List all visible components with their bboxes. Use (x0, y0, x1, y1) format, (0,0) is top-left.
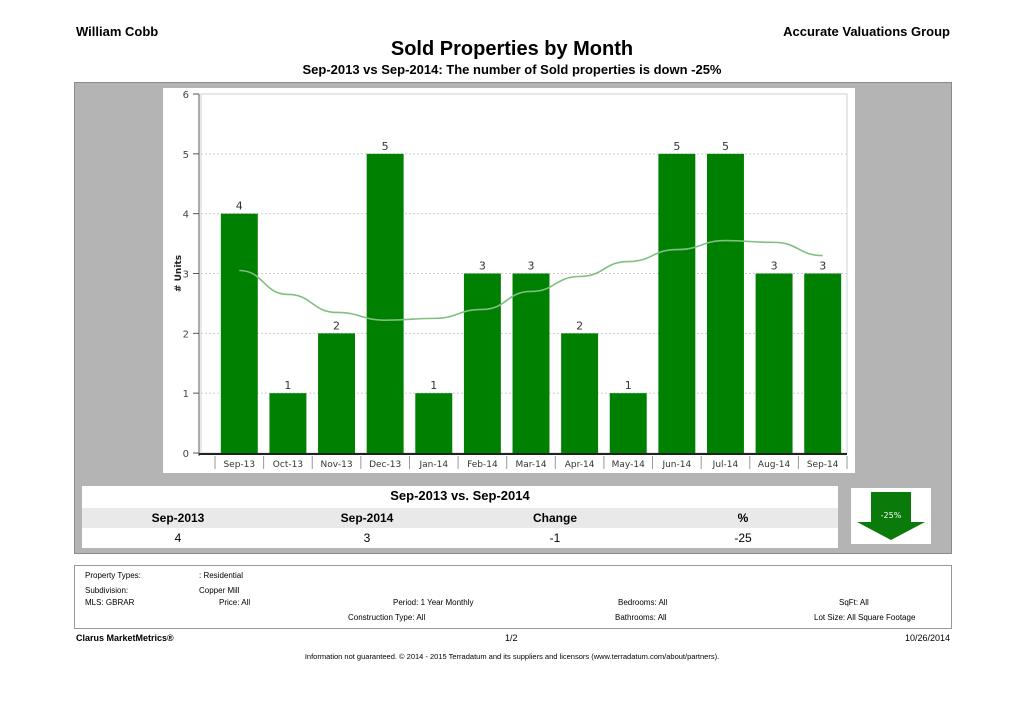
bar (804, 273, 842, 453)
bar (366, 153, 404, 453)
value-sep-2014: 3 (363, 531, 371, 545)
bar (561, 333, 599, 453)
x-tick-label: Feb-14 (467, 460, 498, 470)
y-tick-label: 0 (183, 449, 189, 460)
bar (755, 273, 793, 453)
bar (220, 213, 258, 453)
bar (706, 153, 744, 453)
x-tick-label: May-14 (612, 460, 645, 470)
agent-name: William Cobb (76, 24, 159, 39)
company-name: Accurate Valuations Group (783, 24, 950, 39)
trend-line (239, 239, 823, 321)
y-tick-label: 2 (183, 329, 189, 340)
bar-value-label: 1 (284, 379, 291, 392)
value-change: -1 (549, 531, 561, 545)
change-badge: -25% (851, 488, 931, 544)
bar-value-label: 5 (673, 140, 680, 153)
bar-value-label: 1 (625, 379, 632, 392)
chart-area: 0 1 2 3 4 5 6 # Units 4 Sep-13 1 Oct-13 2 Nov-13 5 Dec-… (163, 88, 855, 473)
bar (415, 393, 453, 453)
header-change: Change (532, 511, 577, 525)
bar-value-label: 3 (479, 260, 486, 273)
bar-value-label: 5 (382, 140, 389, 153)
bar (269, 393, 307, 453)
badge-label: -25% (881, 511, 902, 520)
y-tick-label: 4 (183, 210, 189, 221)
disclaimer: Information not guaranteed. © 2014 - 201… (304, 652, 720, 661)
property-types-label: Property Types: (85, 571, 141, 580)
comparison-title: Sep-2013 vs. Sep-2014 (390, 488, 530, 503)
x-tick-label: Mar-14 (515, 460, 546, 470)
bar-value-label: 3 (771, 260, 778, 273)
bar-value-label: 3 (528, 260, 535, 273)
value-percent: -25 (734, 531, 752, 545)
bar (609, 393, 647, 453)
y-tick-label: 6 (183, 90, 189, 101)
bathrooms-value: Bathrooms: All (615, 613, 667, 622)
x-tick-label: Sep-13 (223, 460, 255, 470)
x-tick-label: Nov-13 (321, 460, 353, 470)
down-arrow-icon: -25% (857, 492, 925, 540)
x-tick-label: Oct-13 (273, 460, 303, 470)
bar (318, 333, 356, 453)
x-tick-label: Aug-14 (758, 460, 791, 470)
bar-chart: 0 1 2 3 4 5 6 # Units 4 Sep-13 1 Oct-13 2 Nov-13 5 Dec-… (174, 90, 848, 470)
comparison-header-row (82, 508, 838, 528)
bar (512, 273, 550, 453)
price-value: Price: All (219, 598, 251, 607)
y-tick-label: 1 (183, 389, 189, 400)
subdivision-label: Subdivision: (85, 586, 129, 595)
report-date: 10/26/2014 (904, 633, 950, 643)
x-tick-label: Jul-14 (712, 460, 739, 470)
y-axis-label: # Units (174, 255, 184, 292)
footer-brand: Clarus MarketMetrics® (76, 633, 174, 643)
page-number: 1/2 (505, 633, 518, 643)
header-sep-2014: Sep-2014 (340, 511, 394, 525)
y-tick-label: 3 (183, 270, 189, 281)
bedrooms-value: Bedrooms: All (618, 598, 668, 607)
value-sep-2013: 4 (174, 531, 182, 545)
construction-value: Construction Type: All (348, 613, 426, 622)
subdivision-value: Copper Mill (199, 586, 240, 595)
x-tick-label: Dec-13 (369, 460, 401, 470)
bar (463, 273, 501, 453)
report-subtitle: Sep-2013 vs Sep-2014: The number of Sold… (302, 62, 722, 77)
bar-value-label: 3 (819, 260, 826, 273)
x-tick-label: Sep-14 (807, 460, 839, 470)
criteria-box: Property Types: : Residential Subdivisio… (74, 565, 952, 629)
bar (658, 153, 696, 453)
bar-value-label: 2 (333, 319, 340, 332)
x-tick-label: Apr-14 (565, 460, 595, 470)
report-title: Sold Properties by Month (390, 38, 634, 60)
property-types-value: : Residential (199, 571, 244, 580)
header-percent: % (737, 511, 749, 525)
x-tick-label: Jan-14 (418, 460, 448, 470)
lot-size-value: Lot Size: All Square Footage (814, 613, 916, 622)
bar-value-label: 5 (722, 140, 729, 153)
bar-value-label: 1 (430, 379, 437, 392)
mls-value: MLS: GBRAR (85, 598, 135, 607)
y-tick-label: 5 (183, 150, 189, 161)
sqft-value: SqFt: All (839, 598, 869, 607)
period-value: Period: 1 Year Monthly (393, 598, 474, 607)
header-sep-2013: Sep-2013 (151, 511, 205, 525)
bar-value-label: 2 (576, 319, 583, 332)
bar-value-label: 4 (236, 200, 243, 213)
x-tick-label: Jun-14 (661, 460, 691, 470)
